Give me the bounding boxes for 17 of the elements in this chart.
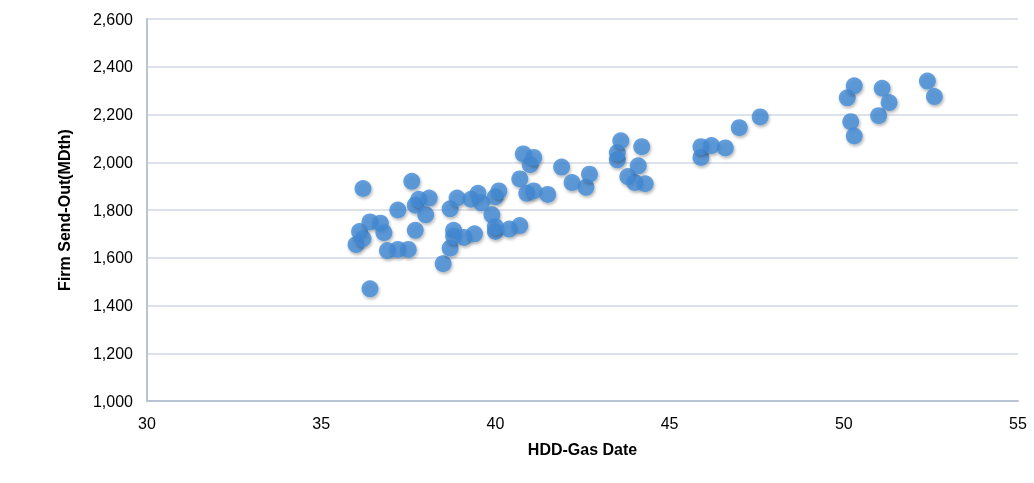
x-tick-label: 35 bbox=[312, 414, 331, 432]
y-tick-label: 1,400 bbox=[92, 297, 134, 314]
x-tick-label: 40 bbox=[486, 414, 505, 432]
y-tick-label: 1,000 bbox=[92, 392, 134, 410]
y-tick-label: 1,600 bbox=[92, 249, 134, 267]
y-axis-title: Firm Send-Out(MDth) bbox=[55, 129, 73, 291]
x-tick-label: 45 bbox=[660, 414, 679, 432]
x-tick-label: 50 bbox=[834, 414, 853, 432]
y-tick-label: 2,000 bbox=[92, 153, 134, 171]
x-axis-title: HDD-Gas Date bbox=[527, 440, 638, 458]
x-tick-label: 30 bbox=[138, 414, 156, 432]
y-tick-label: 1,800 bbox=[92, 201, 134, 219]
y-tick-label: 2,200 bbox=[92, 106, 134, 123]
x-tick-label: 55 bbox=[1009, 414, 1027, 432]
y-tick-label: 1,200 bbox=[92, 344, 134, 362]
y-tick-label: 2,400 bbox=[92, 58, 134, 76]
y-tick-label: 2,600 bbox=[92, 10, 134, 28]
